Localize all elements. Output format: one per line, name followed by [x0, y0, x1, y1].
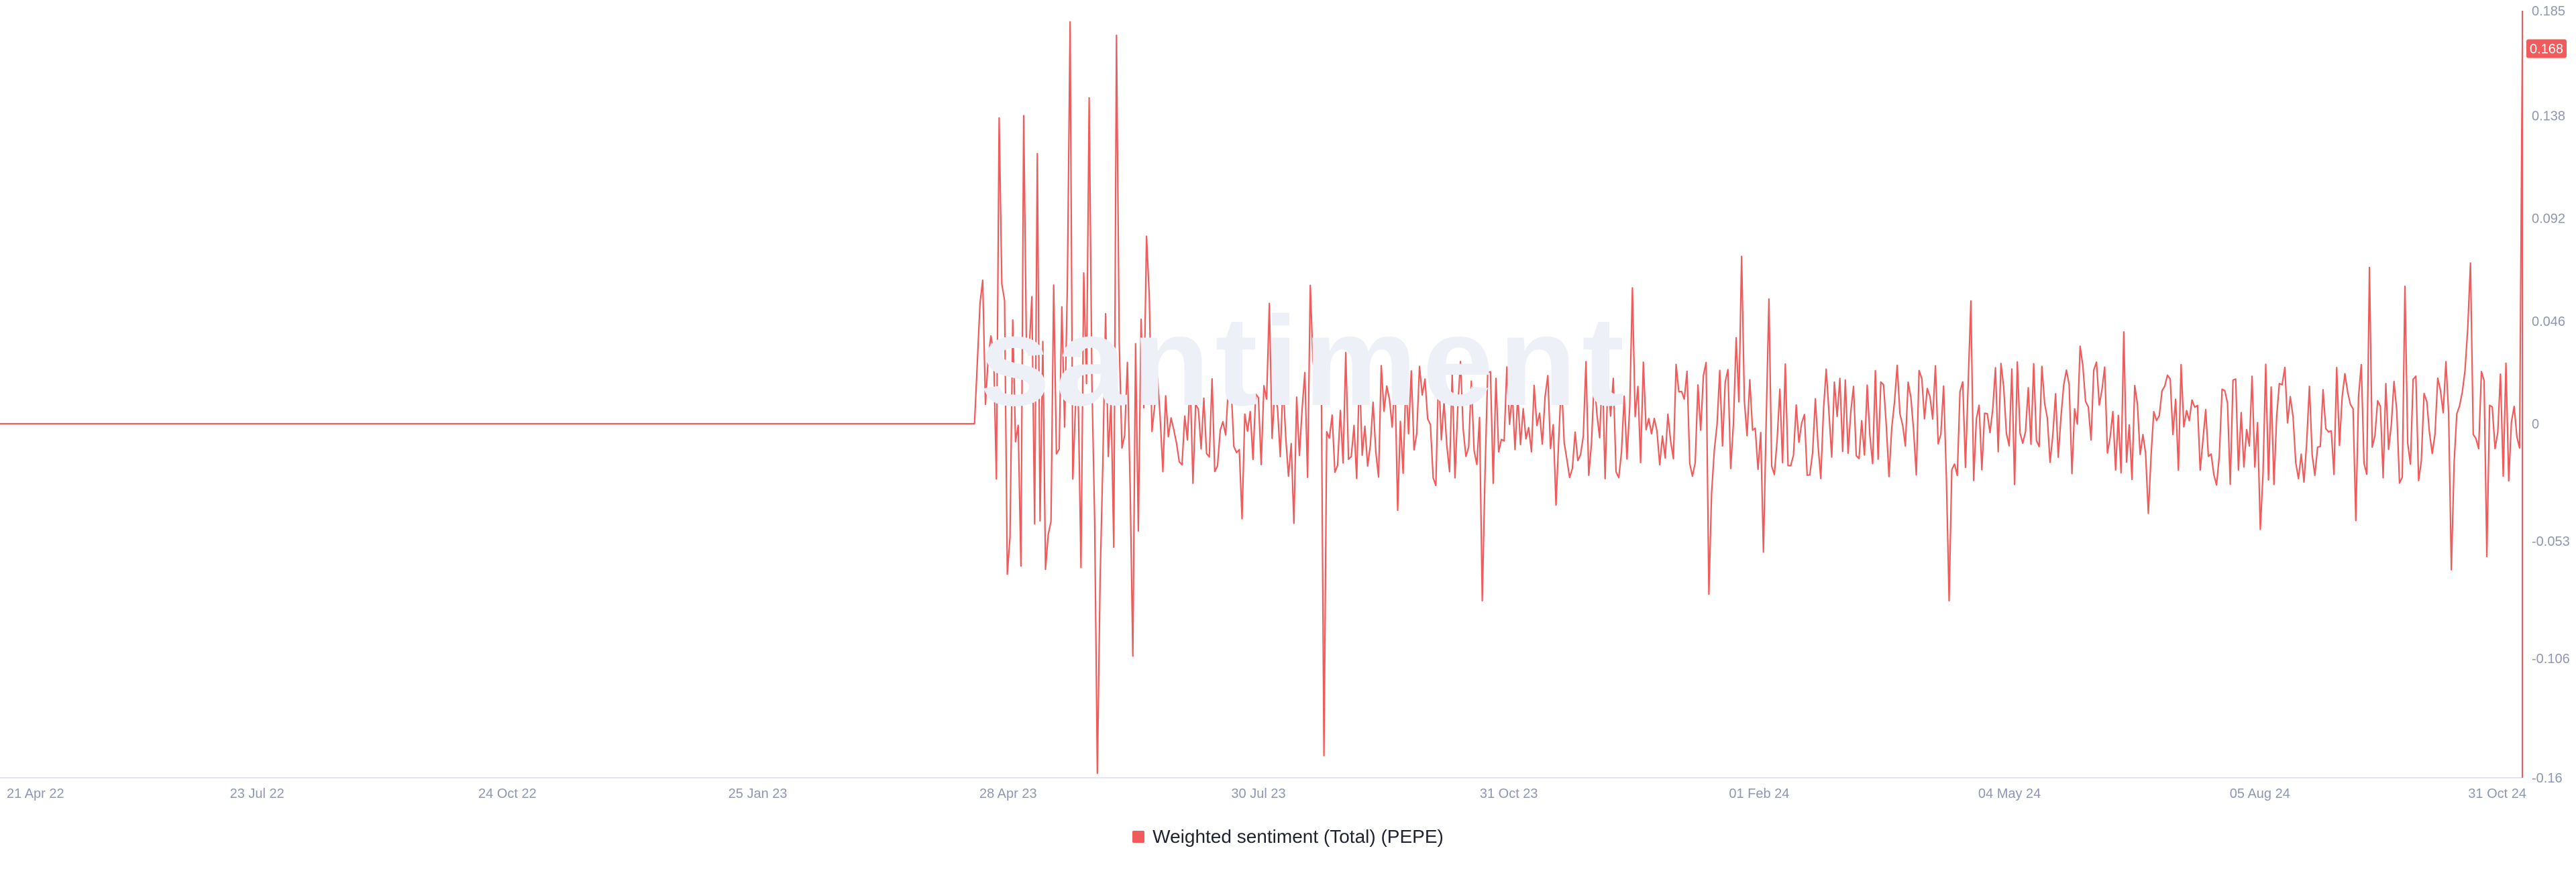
x-tick-label: 24 Oct 22	[478, 786, 537, 801]
last-value-label: 0.168	[2530, 42, 2563, 57]
legend-swatch	[1132, 831, 1145, 843]
y-tick-label: 0.092	[2532, 212, 2565, 227]
y-tick-label: 0	[2532, 417, 2539, 432]
x-tick-label: 23 Jul 22	[230, 786, 284, 801]
series-line-weighted-sentiment	[0, 21, 2524, 774]
x-tick-label: 21 Apr 22	[7, 786, 64, 801]
x-tick-label: 31 Oct 24	[2468, 786, 2526, 801]
y-axis: 0.185 0.138 0.092 0.046 0 -0.053 -0.106 -0.16	[2522, 4, 2570, 786]
y-tick-label: 0.046	[2532, 314, 2565, 329]
last-value-badge: 0.168	[2526, 39, 2567, 58]
last-value-badge-bg	[2526, 39, 2567, 58]
chart-legend[interactable]: Weighted sentiment (Total) (PEPE)	[0, 826, 2576, 848]
y-tick-label: -0.053	[2532, 534, 2570, 549]
x-tick-label: 31 Oct 23	[1480, 786, 1538, 801]
x-tick-label: 01 Feb 24	[1729, 786, 1789, 801]
y-tick-label: 0.185	[2532, 4, 2565, 19]
x-tick-label: 25 Jan 23	[729, 786, 788, 801]
x-tick-label: 30 Jul 23	[1231, 786, 1285, 801]
y-tick-label: -0.106	[2532, 652, 2570, 666]
x-tick-label: 05 Aug 24	[2230, 786, 2290, 801]
legend-label: Weighted sentiment (Total) (PEPE)	[1152, 826, 1444, 847]
x-axis: 21 Apr 22 23 Jul 22 24 Oct 22 25 Jan 23 28 A…	[0, 777, 2526, 801]
y-tick-label: 0.138	[2532, 109, 2565, 123]
y-tick-label: -0.16	[2532, 771, 2563, 786]
x-tick-label: 28 Apr 23	[979, 786, 1037, 801]
x-tick-label: 04 May 24	[1978, 786, 2041, 801]
